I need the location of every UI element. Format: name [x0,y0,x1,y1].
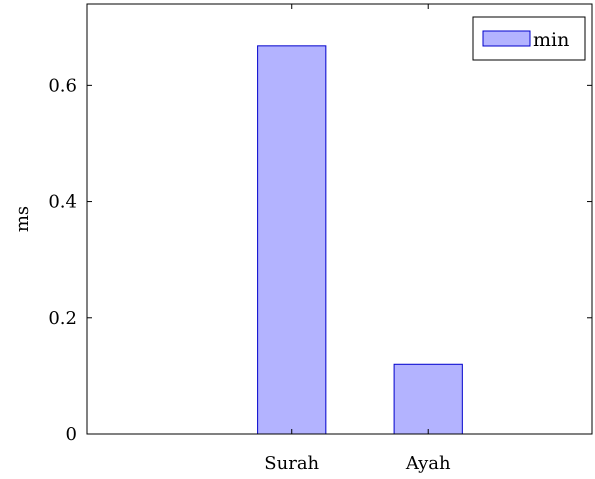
x-tick-label-surah: Surah [264,453,319,474]
y-tick-label: 0.4 [48,192,77,213]
x-tick-label-ayah: Ayah [405,453,451,474]
y-tick-label: 0.2 [48,308,77,329]
legend-label-min: min [533,29,569,51]
ticks-group: 0 0.2 0.4 0.6 Surah Ayah [48,4,592,474]
legend-swatch [482,30,531,47]
plot-frame [86,3,593,435]
legend: min [472,16,586,61]
y-tick-label: 0 [66,424,77,445]
bars-group [257,45,463,435]
y-axis-label: ms [12,206,33,232]
y-tick-label: 0.6 [48,75,77,96]
bar-surah [257,45,327,435]
bar-ayah [393,363,463,435]
